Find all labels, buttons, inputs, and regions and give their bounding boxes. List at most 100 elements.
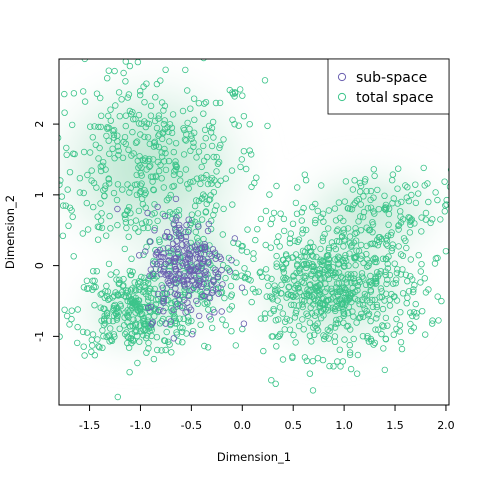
data-point [182,166,190,173]
data-point [89,203,97,211]
data-point [372,278,379,285]
data-point [330,294,337,301]
data-point [411,282,418,289]
data-point [138,180,145,187]
data-point [398,198,405,206]
data-point [51,151,57,157]
data-point [170,310,177,318]
data-point [218,289,226,296]
data-point [325,275,333,283]
data-point [167,191,174,199]
data-point [226,86,233,94]
data-point [122,211,129,218]
data-point [168,129,176,137]
data-point [83,199,90,207]
data-point [146,272,153,279]
data-point [361,178,368,185]
data-point [83,277,91,284]
data-point [103,310,111,317]
data-point [299,230,306,237]
data-point [247,151,255,158]
data-point [241,265,248,272]
data-point [394,200,401,207]
data-point [360,259,367,267]
data-point [291,314,299,321]
data-point [325,259,332,267]
data-point [103,333,110,340]
data-point [350,335,357,343]
data-point [86,149,94,156]
data-point [218,266,225,274]
x-tick-label: -1.5 [79,419,100,432]
data-point [279,310,286,317]
data-point [316,299,324,307]
data-point [268,294,276,301]
data-point [188,211,196,218]
data-point [246,120,253,128]
data-point [328,288,335,295]
data-point [392,280,399,287]
y-tick-label: 2 [33,121,46,128]
data-point [61,109,68,116]
data-point [382,271,389,279]
data-point [175,224,183,232]
data-point [184,119,191,127]
data-point [100,321,108,329]
data-point [412,300,419,308]
data-point [273,252,280,260]
data-point [122,112,130,119]
data-point [68,121,76,129]
data-point [80,148,88,156]
data-point [346,233,354,240]
data-point [379,305,387,313]
data-point [112,102,119,109]
data-point [365,262,372,269]
data-point [76,174,84,182]
data-point [303,260,310,267]
data-point [181,280,188,288]
data-point [327,296,335,303]
data-point [33,167,39,173]
data-point [213,202,220,209]
data-point [431,260,439,267]
data-point [180,277,187,284]
data-point [104,288,112,295]
data-point [381,366,388,374]
data-point [106,325,114,332]
data-point [107,117,114,124]
data-point [114,393,121,401]
data-point [140,251,147,258]
data-point [137,311,144,318]
data-point [24,213,30,219]
data-point [301,354,309,361]
data-point [98,224,106,232]
data-point [271,288,279,295]
data-point [209,245,217,253]
data-point [202,271,209,279]
x-tick-label: 2.0 [437,419,455,432]
data-point [205,122,213,130]
data-point [406,218,414,225]
data-point [367,278,374,285]
data-point [199,255,207,263]
data-point [153,80,161,88]
data-point [434,254,441,262]
data-point [36,183,42,189]
data-point [126,189,133,196]
data-point [359,313,367,321]
data-point [215,270,222,278]
data-point [280,275,287,282]
data-point [236,86,244,93]
data-point [146,140,153,148]
data-point [153,346,161,354]
data-point [205,306,212,313]
data-point [352,255,359,262]
data-point [341,336,348,343]
data-point [318,308,325,315]
data-point [325,256,333,263]
data-point [383,256,390,263]
data-point [281,326,288,333]
data-point [325,263,332,271]
data-point [281,227,288,235]
data-point [126,267,133,275]
